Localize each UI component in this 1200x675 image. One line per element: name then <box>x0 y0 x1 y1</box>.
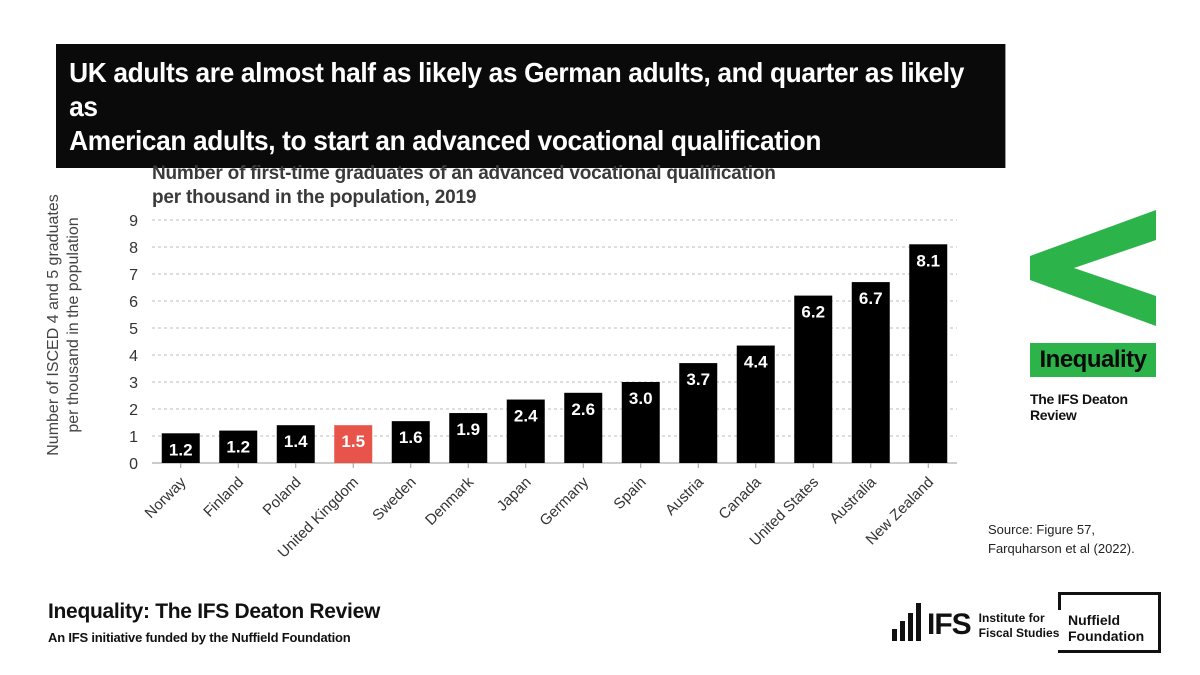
bar <box>506 399 545 463</box>
data-label: 1.2 <box>169 440 193 459</box>
x-tick-label: Germany <box>536 473 592 529</box>
nuffield-frame-top <box>1058 592 1158 595</box>
bar <box>679 363 718 463</box>
footer-subtitle: An IFS initiative funded by the Nuffield… <box>48 630 351 645</box>
source-line-1: Source: Figure 57, <box>988 522 1095 537</box>
y-tick-label: 2 <box>129 402 138 419</box>
inequality-badge: Inequality <box>1030 343 1156 377</box>
data-label: 1.2 <box>226 438 250 457</box>
bar <box>736 345 775 463</box>
x-tick-label: Austria <box>662 473 707 518</box>
y-tick-label: 0 <box>129 456 138 473</box>
chevron-logo-icon <box>1030 210 1156 326</box>
data-label: 1.4 <box>284 432 308 451</box>
chart-title: Number of first-time graduates of an adv… <box>152 162 776 210</box>
x-tick-label: Poland <box>260 474 305 519</box>
y-tick-label: 8 <box>129 240 138 257</box>
y-tick-label: 6 <box>129 294 138 311</box>
headline-line-1: UK adults are almost half as likely as G… <box>69 57 964 122</box>
bar <box>449 413 488 463</box>
bar <box>334 425 373 463</box>
y-tick-label: 9 <box>129 213 138 230</box>
nuffield-line-1: Nuffield <box>1068 612 1121 628</box>
bar <box>276 425 315 463</box>
data-label: 3.0 <box>629 389 653 408</box>
nuffield-frame-left <box>1058 592 1061 610</box>
y-tick-label: 7 <box>129 267 138 284</box>
bar <box>219 430 258 463</box>
ifs-name-line-2: Fiscal Studies <box>978 626 1060 640</box>
bar <box>391 421 430 463</box>
data-label: 2.6 <box>571 400 595 419</box>
nuffield-logo: Nuffield Foundation <box>1058 592 1161 653</box>
data-label: 1.6 <box>399 428 423 447</box>
y-tick-label: 1 <box>129 429 138 446</box>
bar <box>564 392 603 463</box>
footer-title: Inequality: The IFS Deaton Review <box>48 600 380 623</box>
ifs-name-line-1: Institute for <box>978 611 1045 625</box>
nuffield-line-2: Foundation <box>1068 628 1145 644</box>
data-label: 8.1 <box>916 251 940 270</box>
data-label: 3.7 <box>686 370 710 389</box>
y-tick-label: 4 <box>129 348 138 365</box>
ifs-bars-icon <box>892 603 921 641</box>
headline-line-2: American adults, to start an advanced vo… <box>69 125 822 156</box>
x-tick-label: Canada <box>715 473 765 523</box>
bar <box>851 282 890 463</box>
headline: UK adults are almost half as likely as G… <box>56 44 1006 168</box>
x-tick-label: Norway <box>142 473 190 521</box>
inequality-logo: Inequality The IFS Deaton Review <box>1030 210 1160 423</box>
x-tick-label: Finland <box>200 474 247 521</box>
x-tick-label: Sweden <box>369 474 419 524</box>
x-tick-label: Denmark <box>422 473 477 528</box>
data-label: 1.9 <box>456 420 480 439</box>
data-label: 2.4 <box>514 407 538 426</box>
logo-subtitle: The IFS Deaton Review <box>1030 391 1128 423</box>
bar <box>794 295 833 463</box>
ifs-logo: IFS Institute for Fiscal Studies <box>892 603 1059 641</box>
x-tick-label: Spain <box>610 474 649 513</box>
ifs-name: Institute for Fiscal Studies <box>979 611 1060 641</box>
data-label: 6.2 <box>801 303 825 322</box>
bar <box>909 244 948 463</box>
source-note: Source: Figure 57, Farquharson et al (20… <box>988 520 1135 558</box>
chart-title-line-1: Number of first-time graduates of an adv… <box>152 163 776 184</box>
y-tick-label: 5 <box>129 321 138 338</box>
data-label: 4.4 <box>744 353 768 372</box>
bar <box>621 382 660 463</box>
nuffield-name: Nuffield Foundation <box>1068 612 1144 644</box>
ifs-abbrev: IFS <box>927 608 972 641</box>
x-tick-label: Japan <box>494 474 535 515</box>
source-line-2: Farquharson et al (2022). <box>988 541 1135 556</box>
bar <box>161 433 200 463</box>
data-label: 1.5 <box>341 432 365 451</box>
y-tick-label: 3 <box>129 375 138 392</box>
chart-title-line-2: per thousand in the population, 2019 <box>152 187 477 208</box>
data-label: 6.7 <box>859 289 883 308</box>
x-tick-label: Australia <box>826 473 880 527</box>
